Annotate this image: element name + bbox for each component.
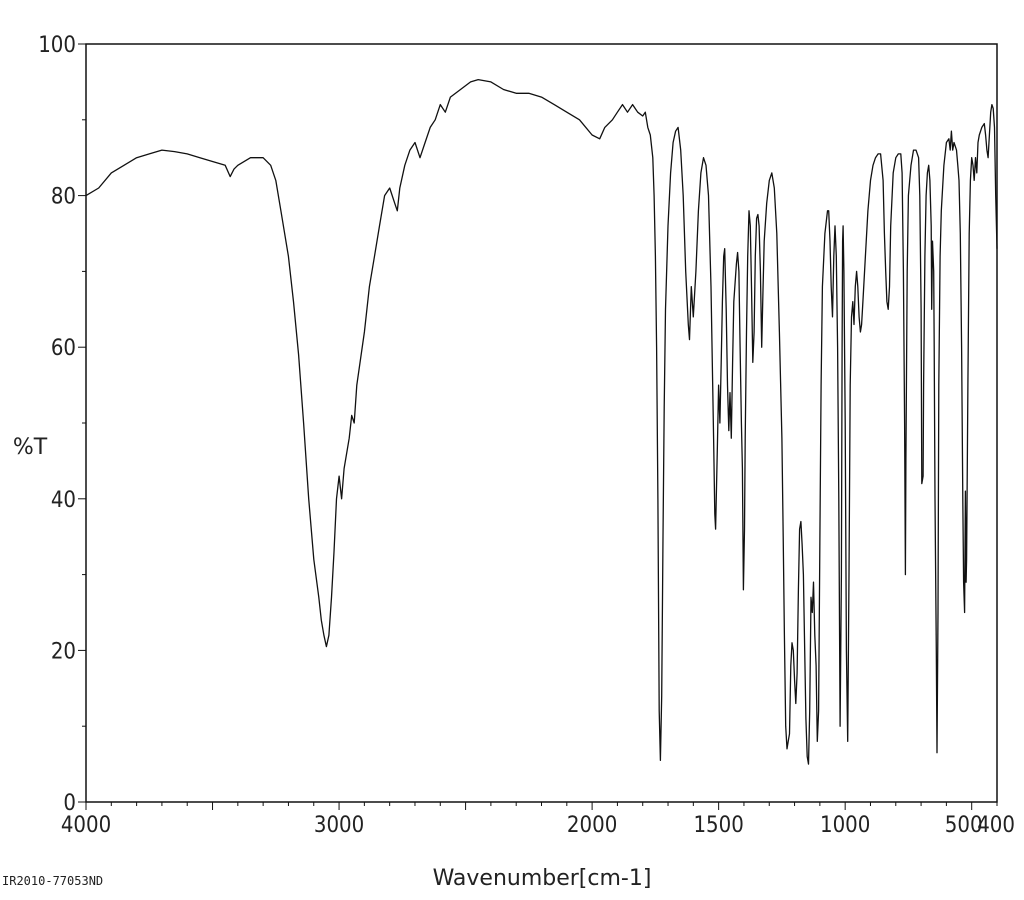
y-tick-label: 20 <box>51 639 76 664</box>
sample-id-label: IR2010-77053ND <box>2 874 104 888</box>
x-tick-label: 3000 <box>314 813 364 838</box>
spectrum-line <box>85 78 998 765</box>
y-tick-label: 60 <box>51 336 76 361</box>
y-axis-ticks <box>78 43 86 803</box>
y-axis-title: %T <box>13 435 48 460</box>
y-tick-label: 0 <box>63 791 76 816</box>
y-tick-label: 100 <box>38 33 76 58</box>
x-tick-label: 500 <box>945 813 983 838</box>
y-tick-label: 80 <box>51 185 76 210</box>
x-axis-ticks <box>85 802 998 810</box>
y-tick-label: 40 <box>51 488 76 513</box>
x-tick-label: 4000 <box>61 813 111 838</box>
x-tick-label: 1500 <box>693 813 743 838</box>
plot-frame <box>85 43 998 803</box>
x-axis-title: Wavenumber[cm-1] <box>433 866 652 891</box>
y-axis-tick-labels: 0 20 40 60 80 100 <box>38 33 76 816</box>
x-tick-label: 400 <box>977 813 1015 838</box>
series-layer <box>85 78 998 765</box>
x-tick-label: 1000 <box>820 813 870 838</box>
x-tick-label: 2000 <box>567 813 617 838</box>
